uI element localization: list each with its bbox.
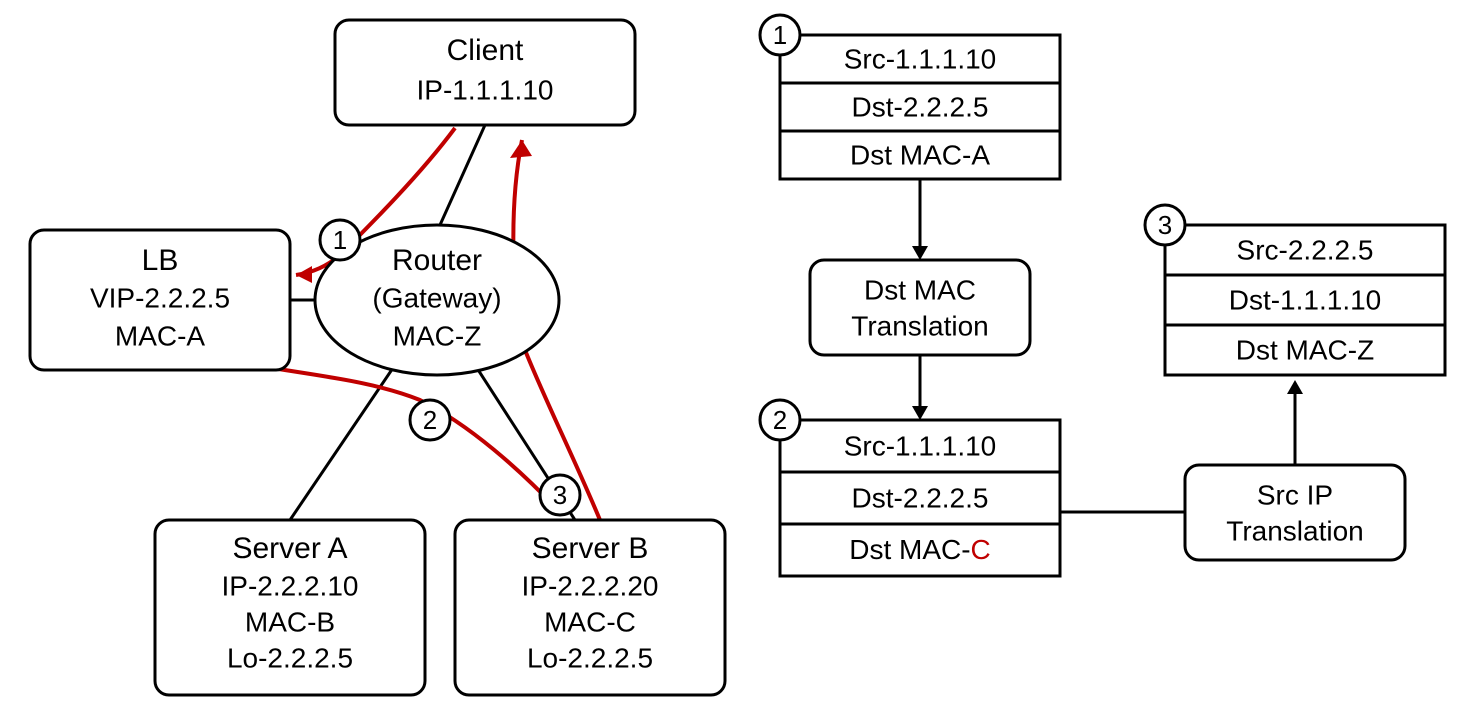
lb-line-1: MAC-A bbox=[115, 320, 206, 351]
serverA-title: Server A bbox=[232, 532, 347, 565]
p2-row-1: Dst-2.2.2.5 bbox=[852, 482, 989, 513]
serverB-line-2: Lo-2.2.2.5 bbox=[527, 642, 653, 673]
router-line-0: (Gateway) bbox=[372, 282, 501, 313]
node-lb: LB VIP-2.2.2.5 MAC-A bbox=[30, 230, 290, 370]
svg-text:1: 1 bbox=[333, 225, 347, 255]
p2-row-0: Src-1.1.1.10 bbox=[844, 430, 997, 461]
t23-line-1: Translation bbox=[1226, 515, 1363, 546]
serverA-line-0: IP-2.2.2.10 bbox=[222, 570, 359, 601]
client-line-0: IP-1.1.1.10 bbox=[417, 74, 554, 105]
t12-line-1: Translation bbox=[851, 310, 988, 341]
flow-2 bbox=[255, 365, 558, 510]
p1-badge: 1 bbox=[773, 20, 787, 50]
packet-2: Src-1.1.1.10 Dst-2.2.2.5 Dst MAC-C 2 bbox=[760, 400, 1060, 576]
svg-text:2: 2 bbox=[423, 405, 437, 435]
packet-1: Src-1.1.1.10 Dst-2.2.2.5 Dst MAC-A 1 bbox=[760, 15, 1060, 179]
diagram-canvas: Router (Gateway) MAC-Z Client IP-1.1.1.1… bbox=[0, 0, 1482, 722]
packet-3: Src-2.2.2.5 Dst-1.1.1.10 Dst MAC-Z 3 bbox=[1145, 205, 1445, 375]
client-title: Client bbox=[447, 34, 524, 67]
p2-badge: 2 bbox=[773, 405, 787, 435]
p1-row-1: Dst-2.2.2.5 bbox=[852, 91, 989, 122]
t12-line-0: Dst MAC bbox=[864, 274, 976, 305]
lb-title: LB bbox=[142, 244, 179, 277]
p2-row-2: Dst MAC-C bbox=[849, 534, 991, 565]
node-client: Client IP-1.1.1.10 bbox=[335, 20, 635, 125]
flow-3-head bbox=[510, 140, 532, 158]
serverA-line-1: MAC-B bbox=[245, 606, 335, 637]
t23-line-0: Src IP bbox=[1257, 479, 1333, 510]
translation-srcip: Src IP Translation bbox=[1185, 465, 1405, 560]
flow-badge-2: 2 bbox=[410, 400, 450, 440]
node-server-b: Server B IP-2.2.2.20 MAC-C Lo-2.2.2.5 bbox=[455, 520, 725, 695]
p3-row-0: Src-2.2.2.5 bbox=[1237, 234, 1374, 265]
serverB-title: Server B bbox=[532, 532, 649, 565]
serverB-line-1: MAC-C bbox=[544, 606, 636, 637]
router-line-1: MAC-Z bbox=[393, 320, 482, 351]
flow-1-head bbox=[296, 266, 312, 283]
translation-dstmac: Dst MAC Translation bbox=[810, 260, 1030, 355]
p3-row-2: Dst MAC-Z bbox=[1236, 334, 1374, 365]
p3-row-1: Dst-1.1.1.10 bbox=[1229, 284, 1382, 315]
flow-badge-3: 3 bbox=[540, 475, 580, 515]
node-server-a: Server A IP-2.2.2.10 MAC-B Lo-2.2.2.5 bbox=[155, 520, 425, 695]
p1-row-0: Src-1.1.1.10 bbox=[844, 43, 997, 74]
p3-badge: 3 bbox=[1158, 210, 1172, 240]
serverA-line-2: Lo-2.2.2.5 bbox=[227, 642, 353, 673]
router-title: Router bbox=[392, 244, 482, 277]
p1-row-2: Dst MAC-A bbox=[850, 139, 990, 170]
flow-badge-1: 1 bbox=[320, 220, 360, 260]
lb-line-0: VIP-2.2.2.5 bbox=[90, 282, 230, 313]
serverB-line-0: IP-2.2.2.20 bbox=[522, 570, 659, 601]
svg-text:3: 3 bbox=[553, 480, 567, 510]
